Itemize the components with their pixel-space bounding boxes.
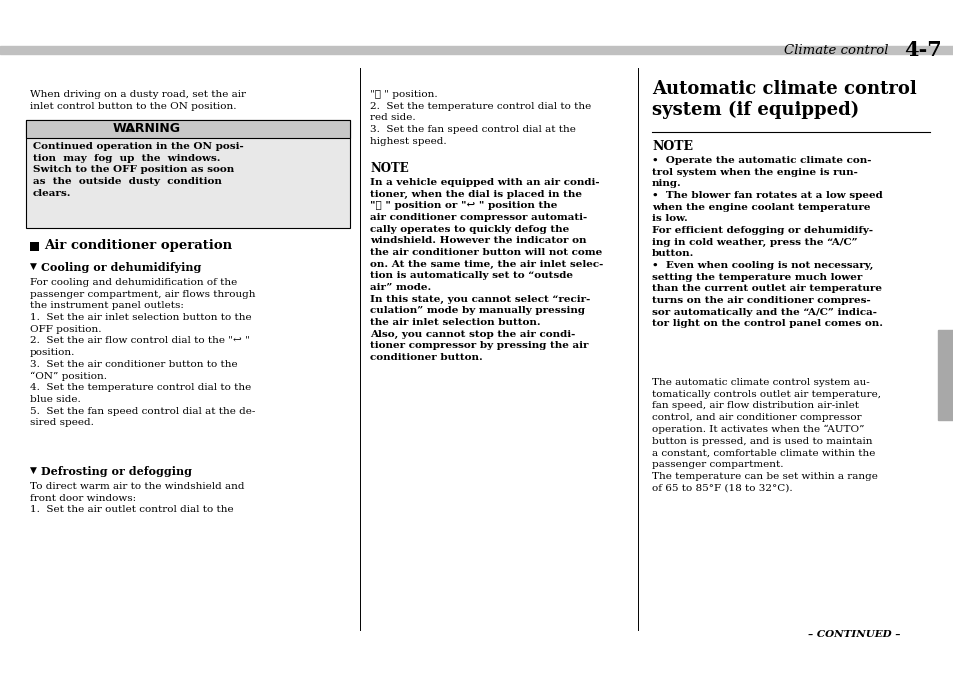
Text: ⚠: ⚠ [125,124,135,134]
Text: – CONTINUED –: – CONTINUED – [807,630,900,639]
Text: "Ⓣ " position.
2.  Set the temperature control dial to the
red side.
3.  Set the: "Ⓣ " position. 2. Set the temperature co… [370,90,591,146]
Text: ▼: ▼ [30,262,37,271]
Text: NOTE: NOTE [370,162,408,175]
Text: NOTE: NOTE [651,140,692,153]
Text: To direct warm air to the windshield and
front door windows:
1.  Set the air out: To direct warm air to the windshield and… [30,482,244,514]
Text: When driving on a dusty road, set the air
inlet control button to the ON positio: When driving on a dusty road, set the ai… [30,90,246,111]
Bar [0,46,953,54]
Text: Cooling or dehumidifying: Cooling or dehumidifying [41,262,201,273]
Text: Climate control: Climate control [783,44,888,57]
Text: 4-7: 4-7 [903,40,941,60]
Bar [26,120,350,228]
Text: Defrosting or defogging: Defrosting or defogging [41,466,192,477]
Text: Automatic climate control
system (if equipped): Automatic climate control system (if equ… [651,80,916,119]
Text: •  Operate the automatic climate con-
trol system when the engine is run-
ning.
: • Operate the automatic climate con- tro… [651,156,882,328]
Text: The automatic climate control system au-
tomatically controls outlet air tempera: The automatic climate control system au-… [651,378,880,493]
Text: For cooling and dehumidification of the
passenger compartment, air flows through: For cooling and dehumidification of the … [30,278,255,427]
Text: Continued operation in the ON posi-
tion  may  fog  up  the  windows.
Switch to : Continued operation in the ON posi- tion… [33,142,244,197]
Text: WARNING: WARNING [112,123,181,135]
Bar [26,120,350,138]
Bar [30,242,39,251]
Text: Air conditioner operation: Air conditioner operation [44,239,232,253]
Text: ▼: ▼ [30,466,37,475]
Text: In a vehicle equipped with an air condi-
tioner, when the dial is placed in the
: In a vehicle equipped with an air condi-… [370,178,602,362]
Bar [937,330,953,420]
